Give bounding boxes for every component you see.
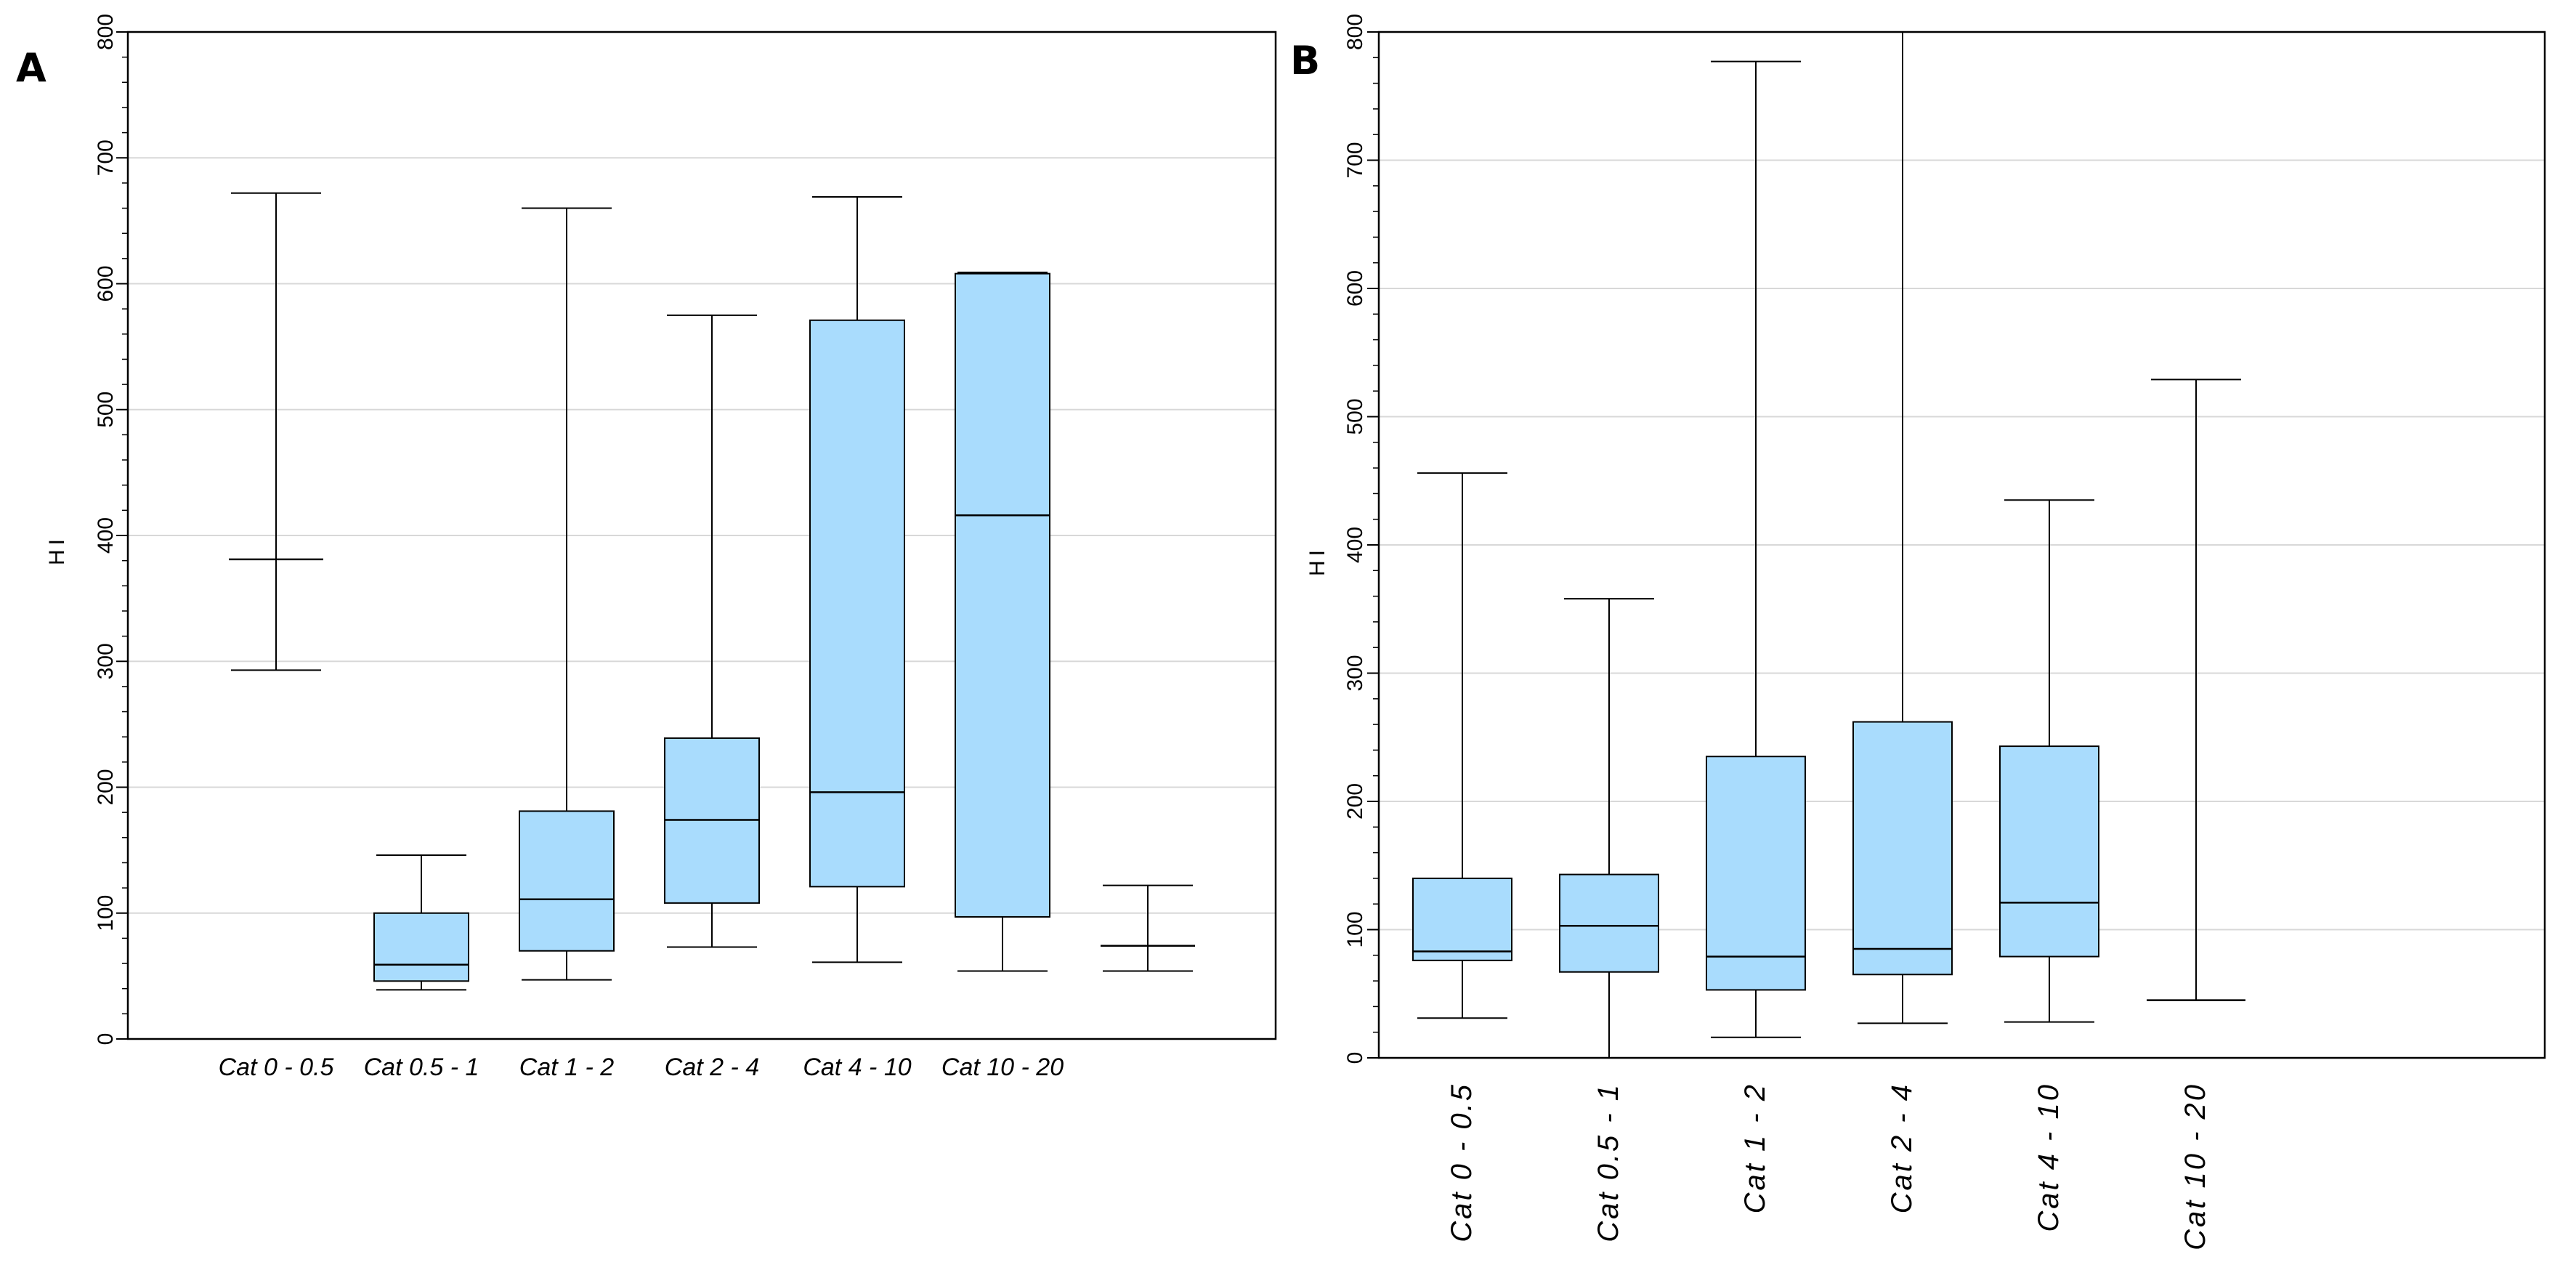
panel-letter-a: A: [16, 45, 46, 91]
y-tick-label: 0: [94, 1033, 118, 1046]
y-tick-label: 400: [94, 517, 118, 554]
iqr-box: [1706, 756, 1806, 991]
category-label: Cat 0 - 0.5: [1446, 1083, 1478, 1242]
iqr-box: [519, 810, 615, 952]
box-3: [1706, 60, 1806, 1038]
iqr-box: [1412, 877, 1512, 961]
y-tick-label: 100: [94, 895, 118, 931]
iqr-box: [955, 272, 1050, 918]
y-tick-label: 500: [1343, 398, 1367, 434]
y-tick-label: 0: [1343, 1052, 1367, 1064]
plot-frame: [126, 31, 1277, 1040]
iqr-box: [1559, 873, 1659, 973]
plot-frame: [1377, 31, 2546, 1059]
category-label: Cat 4 - 10: [803, 1054, 911, 1081]
y-tick-label: 800: [94, 14, 118, 50]
y-tick-label: 600: [94, 265, 118, 302]
y-tick-label: 200: [94, 769, 118, 805]
box-2: [1559, 598, 1659, 1058]
category-label: Cat 1 - 2: [1739, 1083, 1771, 1213]
y-tick-label: 500: [94, 392, 118, 428]
category-label: Cat 0.5 - 1: [364, 1054, 479, 1081]
y-tick-label: 300: [1343, 655, 1367, 691]
box-1: [229, 192, 323, 671]
box-1: [1412, 472, 1512, 1019]
box-5: [1999, 499, 2099, 1023]
box-plot-a: 0 100 200 300 400 500 600 700 800 HI Cat 0 - 0.5 Ca…: [45, 14, 1277, 1081]
y-tick-label: 700: [94, 139, 118, 176]
box-7: [1101, 884, 1195, 972]
chart-panel-a: A 0 100 200 300 400 500 600 700 800 HI Cat 0 - 0.5…: [16, 14, 1277, 1081]
chart-panel-b: B 0 100 200 300 400 500 600 700 800 HI Cat 0 - 0.5…: [1288, 0, 2576, 1286]
y-tick-label: 400: [1343, 527, 1367, 563]
y-tick-label: 300: [94, 643, 118, 679]
category-label: Cat 2 - 4: [665, 1054, 759, 1081]
category-label: Cat 2 - 4: [1886, 1083, 1918, 1213]
y-tick-label: 200: [1343, 783, 1367, 820]
y-tick-label: 600: [1343, 270, 1367, 307]
panel-letter-b: B: [1290, 38, 1321, 84]
y-tick-label: 800: [1343, 14, 1367, 50]
category-label: Cat 4 - 10: [2033, 1083, 2065, 1232]
category-label: Cat 10 - 20: [941, 1054, 1064, 1081]
y-tick-label: 700: [1343, 142, 1367, 178]
box-2: [373, 854, 469, 991]
category-label: Cat 0.5 - 1: [1592, 1083, 1624, 1242]
iqr-box: [1999, 745, 2099, 958]
y-axis-label: HI: [45, 535, 69, 565]
iqr-box: [1852, 721, 1953, 976]
category-label: Cat 0 - 0.5: [219, 1054, 334, 1081]
y-tick-label: 100: [1343, 911, 1367, 947]
category-label: Cat 1 - 2: [519, 1054, 614, 1081]
iqr-box: [809, 319, 905, 888]
box-6: [2147, 379, 2245, 1001]
box-4: [664, 314, 760, 948]
iqr-box: [373, 912, 469, 982]
box-6: [955, 271, 1050, 972]
box-plot-b: 0 100 200 300 400 500 600 700 800 HI Cat 0 - 0.5 Ca…: [1305, 14, 2546, 1250]
box-4: [1852, 31, 1953, 1024]
box-5: [809, 195, 905, 963]
y-axis-label: HI: [1305, 546, 1329, 576]
box-3: [519, 207, 615, 981]
category-label: Cat 10 - 20: [2179, 1083, 2211, 1250]
